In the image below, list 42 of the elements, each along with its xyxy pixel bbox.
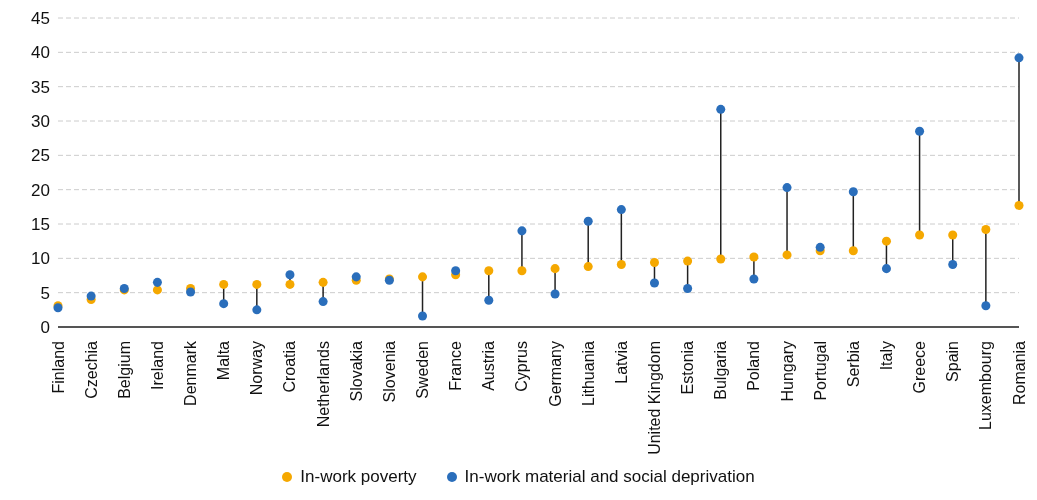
x-tick-label: Malta [215, 340, 233, 381]
y-tick-label: 40 [31, 43, 50, 63]
x-tick-label: Norway [248, 341, 266, 396]
x-tick-label: Hungary [778, 341, 796, 402]
x-tick-label: Slovakia [347, 340, 365, 402]
x-tick-label: Poland [745, 341, 763, 391]
x-tick-label: Latvia [612, 340, 630, 384]
y-tick-label: 5 [40, 283, 50, 303]
x-tick-label: United Kingdom [645, 341, 663, 455]
x-tick-label: Spain [944, 341, 962, 382]
x-tick-label: Bulgaria [712, 340, 730, 400]
x-tick-label: Slovenia [380, 340, 398, 403]
x-tick-label: Serbia [844, 340, 862, 388]
x-tick-label: Lithuania [579, 340, 597, 406]
x-tick-label: Luxembourg [977, 341, 995, 430]
y-tick-label: 10 [31, 249, 50, 269]
y-tick-label: 30 [31, 112, 50, 132]
x-tick-label: Romania [1010, 340, 1028, 406]
x-tick-label: Portugal [811, 341, 829, 401]
x-tick-label: Cyprus [513, 341, 531, 392]
x-tick-label: Austria [480, 340, 498, 391]
x-tick-label: Czechia [82, 340, 100, 399]
x-tick-label: Sweden [414, 341, 432, 399]
x-tick-label: Croatia [281, 340, 299, 393]
y-tick-label: 35 [31, 77, 50, 97]
y-tick-label: 45 [31, 9, 50, 29]
x-tick-label: Finland [49, 341, 67, 394]
y-tick-label: 20 [31, 180, 50, 200]
x-tick-label: Ireland [148, 341, 166, 390]
x-tick-label: Netherlands [314, 341, 332, 428]
legend-label: In-work poverty [300, 467, 417, 487]
x-tick-label: Italy [877, 341, 895, 371]
y-tick-label: 15 [31, 215, 50, 235]
x-tick-label: Germany [546, 341, 564, 407]
x-tick-label: Estonia [679, 340, 697, 395]
x-tick-label: Denmark [182, 340, 200, 406]
y-tick-label: 25 [31, 146, 50, 166]
x-tick-label: Greece [911, 340, 929, 394]
y-tick-label: 0 [40, 318, 50, 338]
x-tick-label: Belgium [115, 341, 133, 399]
x-tick-label: France [447, 340, 465, 391]
legend-label: In-work material and social deprivation [464, 467, 755, 487]
